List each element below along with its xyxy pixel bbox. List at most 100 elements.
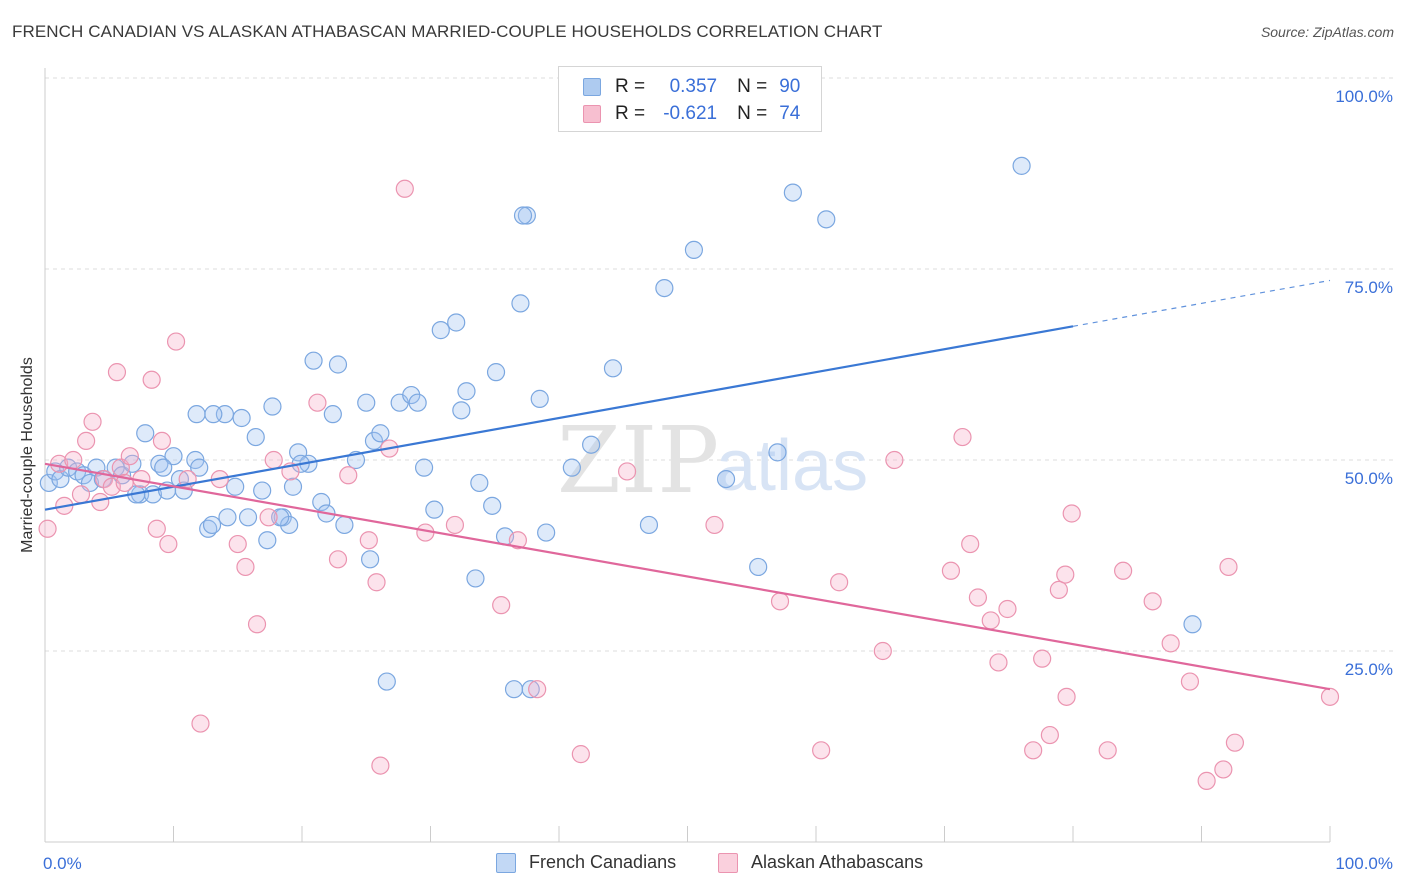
data-point bbox=[968, 588, 988, 607]
data-point bbox=[142, 370, 161, 389]
data-point bbox=[941, 561, 961, 580]
data-point bbox=[120, 447, 139, 466]
data-point bbox=[1320, 687, 1340, 706]
data-point bbox=[232, 408, 251, 428]
data-point bbox=[312, 492, 331, 512]
data-point bbox=[953, 427, 972, 447]
data-point bbox=[1024, 741, 1043, 760]
bottom-legend-alaskan-athabascans[interactable]: Alaskan Athabascans bbox=[718, 852, 923, 873]
data-point bbox=[445, 515, 465, 535]
data-point bbox=[190, 458, 209, 477]
data-point bbox=[83, 412, 102, 431]
legend-n-value: 90 bbox=[779, 76, 801, 97]
data-point bbox=[1098, 741, 1117, 760]
axes bbox=[44, 68, 1331, 843]
data-point bbox=[1114, 561, 1133, 580]
data-point bbox=[136, 424, 155, 443]
data-point bbox=[521, 680, 540, 699]
data-point bbox=[152, 431, 172, 450]
data-point bbox=[91, 492, 110, 512]
data-point bbox=[466, 569, 485, 588]
data-point bbox=[238, 508, 258, 527]
data-point bbox=[1161, 634, 1180, 653]
series-alaskan-athabascans bbox=[38, 179, 1340, 790]
data-point bbox=[236, 557, 255, 577]
data-point bbox=[361, 550, 380, 569]
data-point bbox=[402, 385, 421, 405]
data-point bbox=[1183, 615, 1202, 634]
data-point bbox=[263, 397, 282, 416]
data-point bbox=[359, 531, 378, 550]
data-point bbox=[166, 332, 186, 351]
data-point bbox=[1143, 592, 1162, 611]
data-point bbox=[998, 599, 1017, 619]
data-point bbox=[154, 458, 173, 477]
data-point bbox=[283, 477, 303, 496]
data-point bbox=[817, 210, 836, 229]
data-point bbox=[218, 508, 237, 527]
data-point bbox=[1049, 580, 1068, 599]
data-point bbox=[562, 458, 581, 477]
legend-r-value: -0.621 bbox=[663, 103, 718, 124]
data-point bbox=[38, 519, 57, 538]
legend-swatch-blue bbox=[583, 78, 601, 96]
data-point bbox=[247, 615, 267, 634]
data-point bbox=[1219, 557, 1238, 577]
data-point bbox=[308, 393, 327, 412]
data-point bbox=[770, 592, 790, 611]
data-point bbox=[582, 435, 601, 454]
data-point bbox=[253, 481, 272, 500]
legend-row-french-canadians: R = 0.357 N = 90 bbox=[559, 74, 800, 100]
data-point bbox=[1057, 687, 1076, 706]
data-point bbox=[517, 206, 536, 225]
data-point bbox=[530, 389, 549, 408]
data-point bbox=[147, 519, 166, 538]
data-point bbox=[226, 477, 245, 496]
data-point bbox=[371, 424, 390, 443]
data-point bbox=[425, 500, 444, 519]
legend-r-label: R = bbox=[615, 76, 646, 97]
trend-line-extension bbox=[1072, 279, 1331, 327]
data-point bbox=[367, 573, 386, 592]
bottom-legend-french-canadians[interactable]: French Canadians bbox=[496, 852, 676, 873]
data-point bbox=[191, 714, 210, 733]
data-point bbox=[511, 294, 530, 313]
y-tick-label: 25.0% bbox=[1345, 660, 1393, 679]
data-point bbox=[684, 240, 704, 259]
data-point bbox=[1062, 504, 1081, 523]
bottom-legend-swatch-blue bbox=[496, 852, 516, 873]
data-point bbox=[812, 741, 831, 760]
data-point bbox=[1033, 649, 1052, 668]
x-tick-label: 0.0% bbox=[43, 854, 82, 873]
data-point bbox=[989, 653, 1008, 672]
data-point bbox=[1225, 733, 1245, 752]
trend-lines bbox=[44, 279, 1331, 691]
data-point bbox=[371, 756, 390, 775]
bottom-legend-label: Alaskan Athabascans bbox=[751, 852, 924, 872]
data-point bbox=[452, 401, 471, 420]
data-point bbox=[508, 531, 527, 550]
data-point bbox=[204, 405, 223, 424]
data-point bbox=[164, 447, 183, 466]
data-point bbox=[1012, 156, 1031, 175]
data-point bbox=[1214, 760, 1233, 779]
data-point bbox=[304, 351, 323, 370]
legend-n-label: N = bbox=[737, 76, 768, 97]
data-point bbox=[414, 458, 434, 477]
data-point bbox=[71, 485, 91, 504]
data-point bbox=[639, 515, 659, 535]
data-point bbox=[513, 206, 533, 225]
data-point bbox=[447, 313, 466, 332]
data-point bbox=[289, 443, 308, 462]
data-point bbox=[377, 672, 396, 691]
data-point bbox=[323, 405, 342, 424]
data-point bbox=[258, 531, 277, 550]
data-point bbox=[159, 534, 178, 554]
data-point bbox=[228, 534, 247, 554]
data-point bbox=[39, 473, 58, 493]
data-point bbox=[431, 321, 450, 340]
data-point bbox=[64, 450, 83, 470]
data-point bbox=[783, 183, 802, 202]
y-tick-label: 100.0% bbox=[1335, 87, 1393, 106]
data-point bbox=[885, 450, 904, 470]
